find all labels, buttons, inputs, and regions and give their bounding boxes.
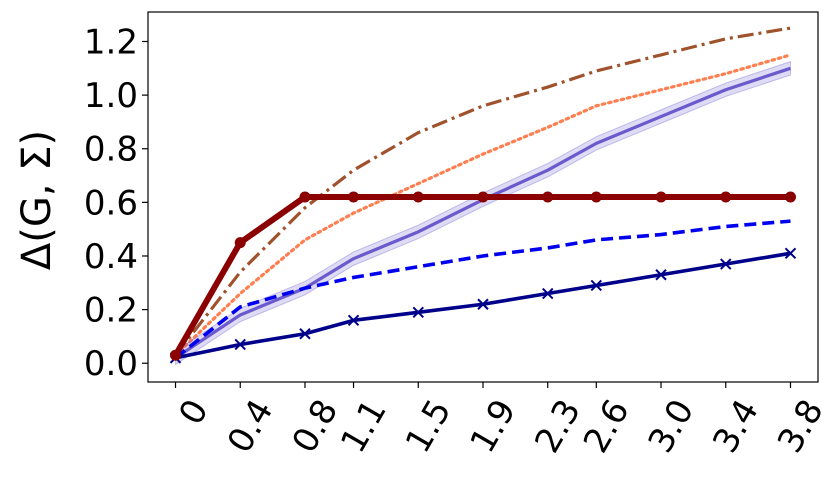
series-6-point-10 [784, 191, 796, 203]
series-6-point-2 [299, 191, 311, 203]
x-tick-label-1: 0.4 [220, 393, 282, 460]
x-tick-label-3: 1.1 [333, 393, 395, 460]
series-5-marker-9 [720, 258, 732, 270]
series-6-point-7 [590, 191, 602, 203]
series-6-point-8 [655, 191, 667, 203]
series-6-point-9 [720, 191, 732, 203]
series-5-marker-10 [784, 247, 797, 260]
series-1-line [174, 26, 791, 357]
x-tick-label-10: 3.8 [770, 393, 831, 460]
series-6-point-5 [477, 191, 489, 203]
x-tick-label-9: 3.4 [705, 393, 767, 460]
series-6-point-1 [234, 237, 246, 249]
series-5-marker-6 [542, 287, 554, 300]
y-tick-label-6: 1.2 [84, 22, 138, 62]
series-5-marker-2 [299, 328, 311, 340]
series-6-point-6 [542, 191, 554, 203]
series-group [169, 26, 797, 366]
y-axis-label: Δ(G, Σ) [14, 130, 60, 270]
series-5-marker-3 [347, 314, 360, 327]
y-tick-label-5: 1.0 [84, 76, 138, 116]
series-6-point-0 [170, 349, 182, 361]
x-tick-label-5: 1.9 [463, 393, 525, 460]
y-tick-label-4: 0.8 [84, 130, 138, 170]
series-5-marker-4 [412, 306, 424, 318]
series-5-marker-1 [234, 338, 246, 351]
series-5-marker-7 [590, 279, 602, 292]
series-3-band [175, 60, 791, 366]
series-2-line [173, 53, 793, 357]
series-5-marker-5 [477, 298, 489, 310]
series-3-line [174, 66, 791, 360]
series-6-point-3 [348, 191, 360, 203]
y-tick-label-0: 0.0 [84, 344, 138, 384]
x-tick-label-8: 3.0 [641, 393, 703, 460]
x-tick-label-2: 0.8 [285, 393, 347, 460]
series-4-line [174, 219, 791, 360]
series-5-marker-8 [655, 269, 667, 281]
x-tick-label-7: 2.6 [576, 393, 638, 460]
x-tick-label-6: 2.3 [527, 393, 589, 460]
series-6-line [172, 194, 791, 357]
x-tick-label-4: 1.5 [398, 393, 460, 460]
y-tick-label-3: 0.6 [84, 183, 138, 223]
y-tick-label-2: 0.4 [84, 237, 138, 277]
series-6-point-4 [412, 191, 424, 203]
plot-area [147, 11, 819, 383]
y-tick-label-1: 0.2 [84, 291, 138, 331]
x-tick-label-0: 0 [171, 393, 216, 432]
